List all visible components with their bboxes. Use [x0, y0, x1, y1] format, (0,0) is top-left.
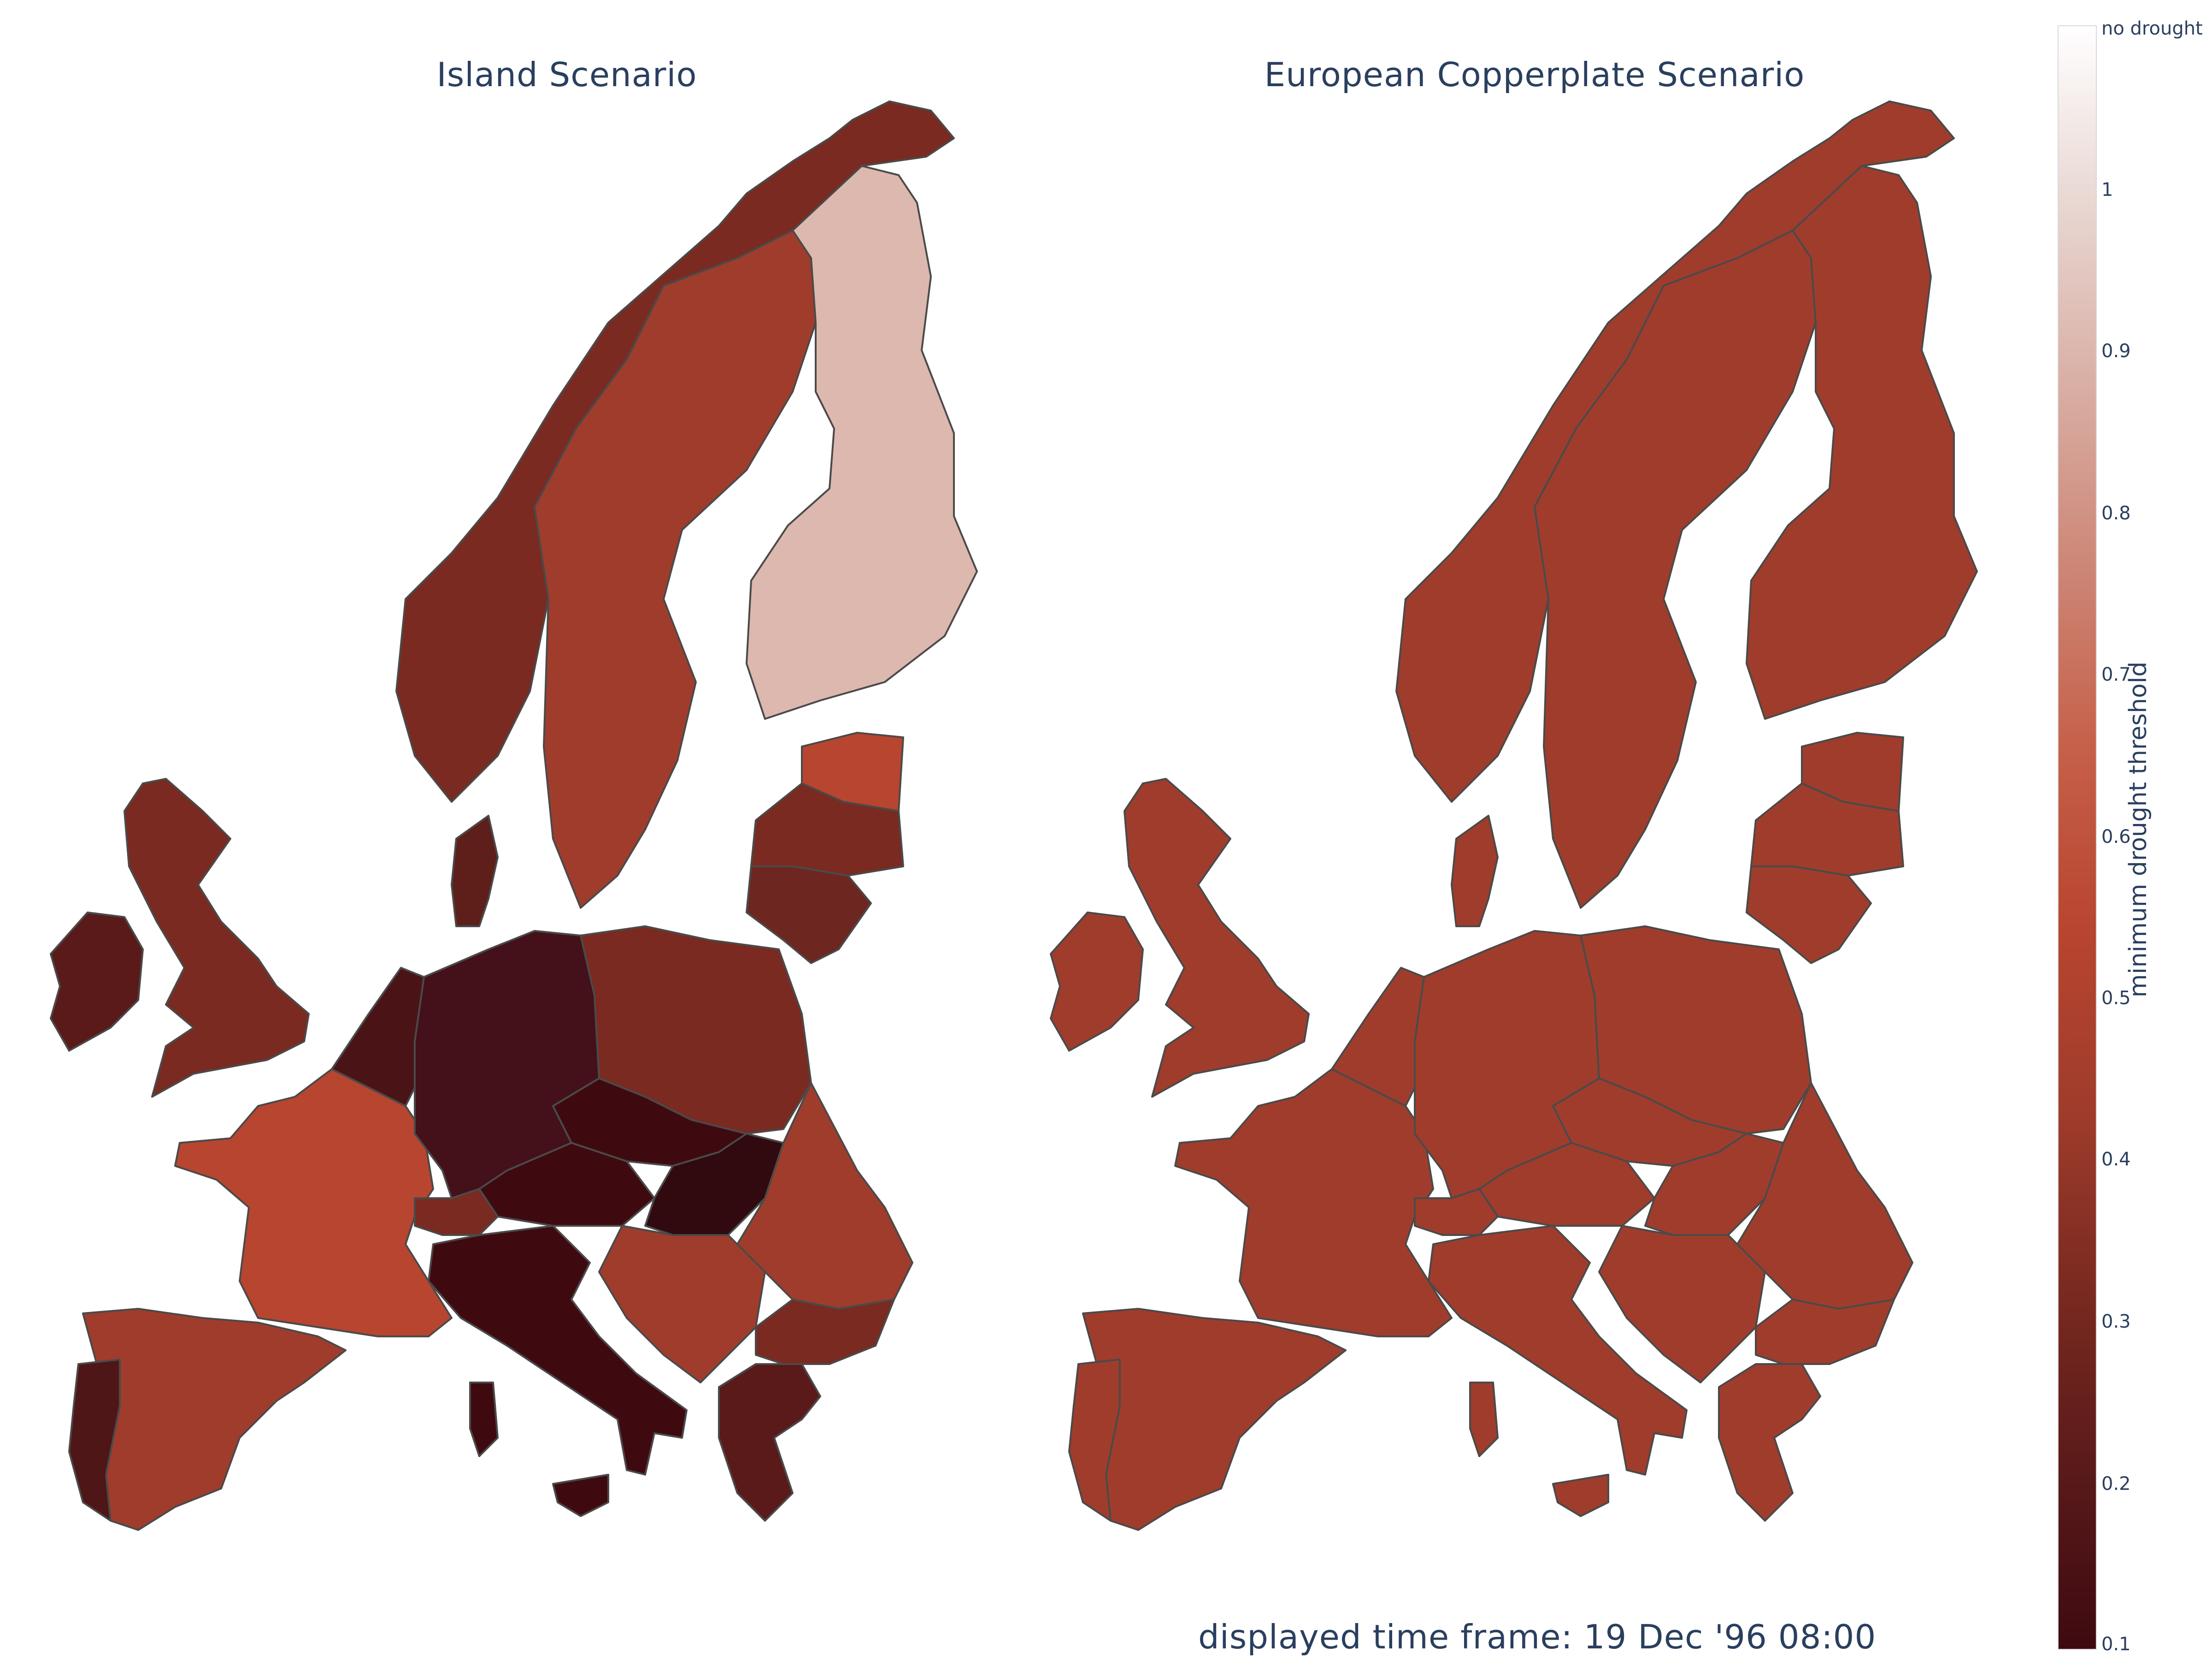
switzerland[interactable]	[1414, 1188, 1499, 1236]
colorbar-tick-0.2: 0.2	[2101, 1473, 2131, 1494]
left-map-title: Island Scenario	[436, 55, 697, 94]
lithuania[interactable]	[746, 865, 872, 964]
bulgaria[interactable]	[755, 1299, 895, 1365]
france[interactable]	[1174, 1068, 1453, 1337]
right-map	[1050, 100, 1978, 1531]
sardinia[interactable]	[469, 1382, 499, 1457]
sweden[interactable]	[1534, 229, 1817, 909]
colorbar-tick-0.5: 0.5	[2101, 988, 2131, 1009]
timeframe-label: displayed time frame: 19 Dec '96 08:00	[1198, 1618, 1877, 1656]
spain[interactable]	[82, 1308, 347, 1531]
colorbar-tick-0.6: 0.6	[2101, 826, 2131, 847]
colorbar-title: minimum drought threshold	[2124, 661, 2152, 998]
denmark[interactable]	[451, 815, 499, 927]
ireland[interactable]	[1050, 912, 1144, 1052]
ireland[interactable]	[50, 912, 144, 1052]
colorbar-gradient	[2059, 26, 2096, 1649]
switzerland[interactable]	[414, 1188, 499, 1236]
balkans[interactable]	[1598, 1225, 1766, 1383]
greece[interactable]	[718, 1363, 821, 1522]
balkans[interactable]	[598, 1225, 766, 1383]
italy[interactable]	[428, 1225, 688, 1476]
italy[interactable]	[1428, 1225, 1688, 1476]
sicily[interactable]	[1552, 1474, 1609, 1517]
right-map-title: European Copperplate Scenario	[1264, 55, 1805, 94]
colorbar-tick-0.4: 0.4	[2101, 1149, 2131, 1170]
spain[interactable]	[1082, 1308, 1347, 1531]
colorbar-tick-0.9: 0.9	[2101, 341, 2131, 362]
denmark[interactable]	[1451, 815, 1499, 927]
finland[interactable]	[746, 165, 978, 720]
portugal[interactable]	[1068, 1359, 1121, 1522]
bulgaria[interactable]	[1755, 1299, 1895, 1365]
sweden[interactable]	[534, 229, 817, 909]
colorbar-tick-no-drought: no drought	[2101, 18, 2203, 39]
colorbar-tick-0.1: 0.1	[2101, 1634, 2131, 1655]
colorbar-tick-0.8: 0.8	[2101, 503, 2131, 524]
portugal[interactable]	[68, 1359, 121, 1522]
colorbar-tick-0.7: 0.7	[2101, 664, 2131, 685]
sardinia[interactable]	[1469, 1382, 1499, 1457]
united-kingdom[interactable]	[124, 778, 310, 1098]
greece[interactable]	[1718, 1363, 1821, 1522]
finland[interactable]	[1746, 165, 1978, 720]
lithuania[interactable]	[1746, 865, 1872, 964]
colorbar	[2058, 25, 2097, 1650]
left-map	[50, 100, 978, 1531]
colorbar-tick-1: 1	[2101, 179, 2113, 200]
france[interactable]	[174, 1068, 453, 1337]
united-kingdom[interactable]	[1124, 778, 1310, 1098]
colorbar-tick-0.3: 0.3	[2101, 1311, 2131, 1332]
sicily[interactable]	[552, 1474, 609, 1517]
